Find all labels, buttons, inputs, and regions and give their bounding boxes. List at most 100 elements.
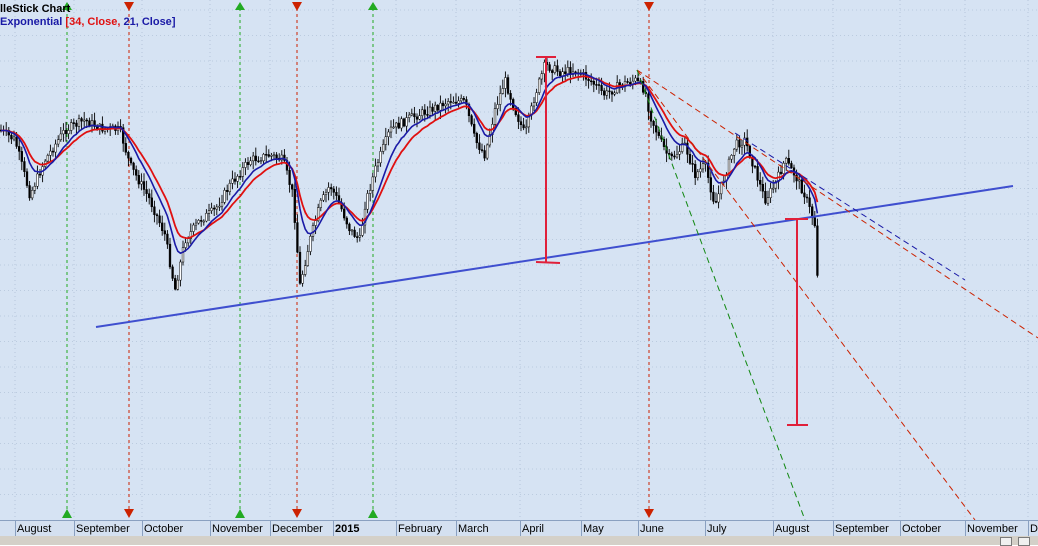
candle-body	[506, 77, 510, 94]
month-label: May	[583, 523, 604, 535]
neckline-trendline	[95, 185, 1014, 328]
candle-body	[324, 191, 328, 195]
month-label: December	[272, 523, 323, 535]
candle-body	[218, 205, 221, 208]
candle-body	[267, 154, 270, 157]
candle-body	[668, 153, 671, 155]
month-tick	[74, 521, 75, 537]
candle-body	[480, 149, 484, 151]
candle-body	[730, 155, 733, 160]
candle-body	[397, 122, 400, 129]
candle-body	[298, 251, 302, 284]
candle-body	[80, 118, 83, 122]
candle-body	[473, 123, 476, 134]
candle-body	[31, 190, 34, 199]
candle-body	[496, 104, 499, 109]
month-tick	[270, 521, 271, 537]
candle-body	[293, 188, 296, 223]
candle-body	[350, 229, 354, 232]
month-tick	[833, 521, 834, 537]
candle-body	[735, 139, 738, 150]
candle-body	[701, 163, 705, 170]
candle-body	[382, 144, 385, 152]
candle-body	[629, 82, 632, 85]
indicator-open-bracket: [	[62, 16, 70, 28]
candle-body	[28, 185, 31, 199]
candle-body	[270, 154, 273, 157]
candle-body	[694, 163, 697, 178]
candle-body	[636, 77, 640, 82]
candle-body	[415, 116, 419, 120]
candle-body	[649, 111, 653, 122]
candle-body	[23, 161, 26, 172]
month-label: September	[835, 523, 889, 535]
fan-line-green	[636, 69, 806, 520]
candle-body	[33, 186, 36, 191]
month-label: November	[967, 523, 1018, 535]
candle-body	[38, 173, 42, 176]
candle-body	[540, 73, 543, 80]
candle-body	[681, 143, 684, 152]
candle-body	[590, 80, 593, 83]
candle-body	[595, 84, 598, 86]
candle-body	[405, 117, 408, 127]
month-tick	[520, 521, 521, 537]
candle-body	[171, 266, 174, 279]
candle-body	[610, 91, 614, 95]
candle-body	[509, 93, 512, 100]
candle-body	[504, 77, 507, 89]
time-axis[interactable]: August September October November December 20…	[0, 520, 1038, 537]
candle-body	[759, 179, 762, 185]
candle-body	[181, 247, 185, 263]
candle-body	[746, 137, 749, 147]
candle-body	[769, 188, 772, 198]
candle-body	[371, 176, 374, 191]
candle-body	[556, 65, 559, 72]
month-label: June	[640, 523, 664, 535]
chart-plot[interactable]	[0, 0, 1038, 520]
candle-body	[465, 99, 468, 105]
candle-body	[317, 207, 320, 221]
candle-body	[605, 90, 608, 96]
candle-body	[392, 126, 395, 129]
candle-body	[655, 125, 658, 133]
sell-arrow-bottom-icon	[644, 509, 654, 518]
candle-body	[306, 251, 309, 266]
candle-body	[522, 124, 525, 129]
candle-body	[374, 165, 377, 178]
candle-body	[387, 131, 390, 137]
candle-body	[319, 199, 322, 208]
resistance-line-blue	[734, 132, 966, 281]
candle-body	[301, 274, 304, 284]
candle-body	[772, 187, 775, 190]
candle-body	[257, 160, 260, 163]
candle-body	[423, 109, 426, 115]
candle-body	[304, 265, 307, 275]
candle-body	[564, 71, 567, 74]
candle-body	[187, 238, 190, 244]
candle-body	[241, 167, 244, 177]
candle-body	[62, 130, 65, 135]
candle-body	[376, 162, 380, 167]
indicator-param-34: 34, Close,	[69, 16, 124, 28]
candle-body	[733, 148, 736, 156]
month-tick	[142, 521, 143, 537]
candle-body	[439, 102, 442, 111]
candle-body	[488, 134, 491, 146]
chart-title: lleStick Chart	[0, 3, 71, 15]
candle-body	[93, 120, 96, 127]
candle-body	[553, 65, 556, 73]
candle-body	[168, 243, 172, 268]
candle-body	[254, 155, 257, 162]
candle-body	[46, 155, 49, 162]
candle-body	[740, 144, 744, 148]
candle-body	[215, 206, 218, 210]
sell-arrow-bottom-icon	[292, 509, 302, 518]
candle-body	[787, 158, 790, 164]
candle-body	[795, 174, 798, 182]
candle-body	[343, 208, 346, 219]
candle-body	[761, 184, 764, 192]
candle-body	[626, 81, 629, 83]
candle-body	[213, 207, 216, 210]
candle-body	[15, 136, 18, 147]
